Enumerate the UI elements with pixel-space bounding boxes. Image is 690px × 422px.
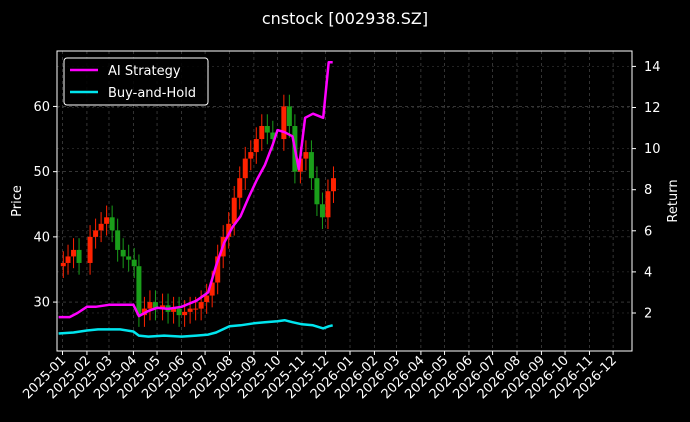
legend: AI Strategy Buy-and-Hold xyxy=(63,57,209,106)
y2-tick-label: 12 xyxy=(644,101,661,116)
series-lines xyxy=(58,61,334,338)
candle-body xyxy=(176,308,182,316)
candle-body xyxy=(193,308,199,310)
candle-body xyxy=(60,262,66,267)
candle-body xyxy=(286,106,292,126)
candle-body xyxy=(126,256,132,260)
candle-body xyxy=(182,311,188,316)
y2-tick-label: 2 xyxy=(644,306,652,321)
candle-body xyxy=(215,256,221,283)
candle-body xyxy=(319,204,325,218)
candle-body xyxy=(187,308,193,312)
y2-tick-label: 10 xyxy=(644,142,661,157)
candle-body xyxy=(303,152,309,159)
y2-tick-label: 4 xyxy=(644,265,652,280)
candle-body xyxy=(147,302,153,309)
candle-body xyxy=(120,249,126,257)
candle-body xyxy=(237,178,243,198)
candle-body xyxy=(330,178,336,192)
y-tick-label: 30 xyxy=(33,296,50,311)
candle-body xyxy=(71,249,77,257)
candle-body xyxy=(76,249,82,263)
candle-body xyxy=(270,132,276,140)
candle-body xyxy=(264,126,270,133)
candle-body xyxy=(226,223,232,237)
candle-body xyxy=(253,139,259,153)
candle-body xyxy=(308,152,314,179)
candle-body xyxy=(131,259,137,267)
legend-label-buy-and-hold: Buy-and-Hold xyxy=(108,86,196,101)
candle-body xyxy=(314,178,320,205)
y2-tick-label: 14 xyxy=(644,60,661,75)
candle-body xyxy=(231,197,237,224)
candle-body xyxy=(87,236,93,263)
legend-box xyxy=(63,57,209,106)
candle-body xyxy=(198,302,204,309)
candle-body xyxy=(98,223,104,231)
plot-frame xyxy=(56,50,633,352)
candle-body xyxy=(115,230,121,250)
candle-body xyxy=(204,295,210,303)
candle-body xyxy=(104,217,110,224)
candle-body xyxy=(242,158,248,179)
series-line-buy-and-hold xyxy=(58,318,334,338)
y-tick-label: 60 xyxy=(33,100,50,115)
candle-body xyxy=(209,282,215,296)
candle-body xyxy=(248,152,254,159)
candle-body xyxy=(152,302,158,309)
y2-axis-label: Return xyxy=(666,179,681,222)
legend-label-ai-strategy: AI Strategy xyxy=(108,64,181,79)
y2-tick-label: 8 xyxy=(644,183,652,198)
y-tick-label: 40 xyxy=(33,230,50,245)
y-axis-label: Price xyxy=(10,185,25,217)
chart-title: cnstock [002938.SZ] xyxy=(262,9,428,28)
candle-body xyxy=(65,256,71,263)
candle-body xyxy=(136,266,142,316)
y-tick-label: 50 xyxy=(33,165,50,180)
series-line-ai-strategy xyxy=(58,61,333,319)
candle-body xyxy=(259,126,265,140)
y2-tick-label: 6 xyxy=(644,224,652,239)
candle-body xyxy=(160,305,166,309)
candle-body xyxy=(325,191,331,218)
candle-body xyxy=(281,106,287,140)
candle-body xyxy=(93,230,99,237)
candle-body xyxy=(171,308,177,312)
candle-body xyxy=(109,217,115,231)
